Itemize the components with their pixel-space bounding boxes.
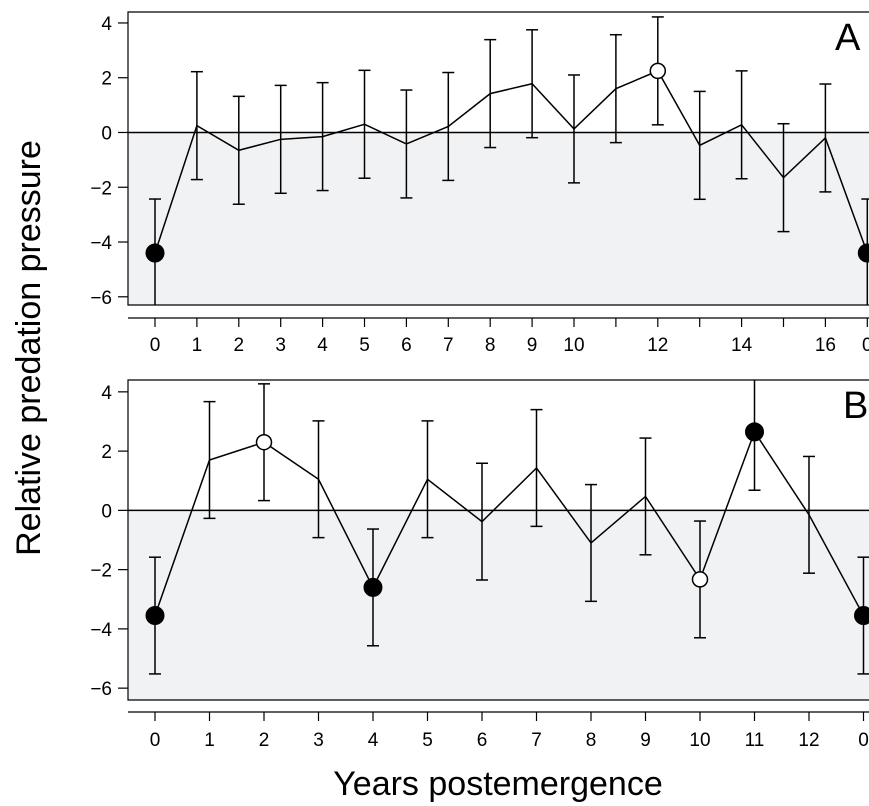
panel-b-x-tick-label: 0: [858, 730, 869, 751]
panel-b-x-tick-label: 2: [259, 730, 270, 751]
panel-b-plot-frame: [127, 379, 869, 701]
panel-b-x-tick-label: 5: [422, 730, 433, 751]
panel-b-x-tick-label: 8: [586, 730, 597, 751]
panel-b-x-tick-label: 1: [204, 730, 215, 751]
panel-a-shaded-region: [128, 132, 869, 305]
panel-a-x-tick-label: 10: [563, 335, 584, 356]
panel-a-series-line: [154, 69, 869, 254]
panel-b-x-tick-label: 10: [689, 730, 710, 751]
panel-a-x-tick-label: 2: [234, 335, 245, 356]
panel-a-plot-frame: [127, 11, 869, 306]
panel-a-x-tick-label: 0: [862, 335, 869, 356]
panel-b-x-tick-label: 9: [640, 730, 651, 751]
panel-b-x-tick-label: 6: [477, 730, 488, 751]
panel-b-x-tick-label: 3: [313, 730, 324, 751]
panel-b-filled-marker: [745, 422, 764, 442]
panel-b-y-tick-label: 2: [101, 442, 112, 463]
panel-a-label: A: [835, 17, 861, 59]
panel-a-x-tick-label: 8: [485, 335, 496, 356]
panel-a-y-tick-label: 0: [101, 123, 112, 144]
panel-b-y-tick-label: −2: [90, 561, 112, 582]
y-axis-title: Relative predation pressure: [10, 140, 48, 556]
panel-b-y-tick-label: −6: [90, 679, 112, 700]
panel-a-x-tick-label: 1: [192, 335, 203, 356]
panel-b-x-tick-label: 4: [368, 730, 379, 751]
panel-b-open-marker: [255, 433, 273, 451]
panel-a-y-tick-label: −4: [90, 233, 112, 254]
panel-a-open-marker: [649, 62, 667, 80]
panel-b-x-tick-label: 0: [150, 730, 161, 751]
panel-a-x-tick-label: 4: [317, 335, 328, 356]
panel-b-shaded-region: [128, 510, 869, 700]
panel-a-x-tick-label: 3: [275, 335, 286, 356]
panel-a-x-tick-label: 5: [359, 335, 370, 356]
panel-a-x-tick-label: 9: [527, 335, 538, 356]
panel-a-x-tick-label: 6: [401, 335, 412, 356]
panel-b-label: B: [843, 385, 868, 427]
panel-b-y-tick-label: −4: [90, 620, 112, 641]
panel-a-filled-marker: [857, 243, 869, 263]
panel-a-x-tick-label: 12: [647, 335, 668, 356]
panel-a-filled-marker: [145, 243, 165, 263]
panel-a-y-tick-label: 4: [101, 14, 112, 35]
panel-b-x-tick-label: 11: [745, 730, 765, 751]
panel-a-x-tick-label: 7: [443, 335, 454, 356]
panel-b-series-line: [154, 430, 865, 616]
panel-a-x-tick-label: 14: [731, 335, 753, 356]
panel-b-filled-marker: [363, 577, 383, 597]
panel-a-x-tick-label: 0: [150, 335, 161, 356]
panel-b-chart: 420−2−4−60 1 2 3 4 5 6 7 8 9 10 11 12 0B: [90, 379, 869, 751]
panel-a-y-tick-label: −6: [90, 288, 112, 309]
panel-a-chart: 420−2−4−60 1 2 3 4 5 6 7 8 9 10 12 14 16 0A: [90, 11, 869, 356]
panel-a-x-tick-label: 16: [815, 335, 836, 356]
panel-a-y-tick-label: 2: [101, 69, 112, 90]
panel-b-filled-marker: [854, 606, 869, 626]
panel-b-filled-marker: [145, 606, 165, 626]
panel-b-open-marker: [691, 571, 709, 588]
panel-b-x-tick-label: 12: [798, 730, 819, 751]
panel-a-y-tick-label: −2: [90, 178, 112, 199]
panel-b-y-tick-label: 0: [101, 501, 112, 522]
panel-b-x-tick-label: 7: [531, 730, 542, 751]
panel-b-y-tick-label: 4: [101, 383, 112, 404]
x-axis-title: Years postemergence: [333, 765, 663, 803]
